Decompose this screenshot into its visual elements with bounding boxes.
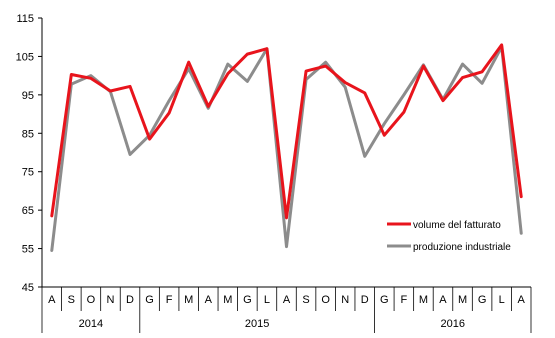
y-axis: 45 55 65 75 85 95 105 115 bbox=[16, 13, 43, 294]
y-tick-label: 105 bbox=[16, 51, 34, 63]
legend-label: produzione industriale bbox=[413, 242, 511, 253]
x-tick-label: S bbox=[302, 294, 309, 306]
x-tick-label: O bbox=[87, 294, 96, 306]
y-tick-label: 85 bbox=[22, 128, 34, 140]
x-year-label: 2016 bbox=[441, 318, 465, 330]
x-year-label: 2015 bbox=[245, 318, 269, 330]
x-tick-label: L bbox=[499, 294, 505, 306]
x-tick-label: G bbox=[380, 294, 389, 306]
x-tick-label: L bbox=[264, 294, 270, 306]
x-tick-label: N bbox=[341, 294, 349, 306]
x-tick-label: A bbox=[518, 294, 526, 306]
x-tick-label: A bbox=[205, 294, 213, 306]
y-tick-label: 65 bbox=[22, 205, 34, 217]
x-year-label: 2014 bbox=[79, 318, 103, 330]
x-tick-label: G bbox=[145, 294, 154, 306]
x-tick-label: A bbox=[283, 294, 291, 306]
x-tick-label: G bbox=[478, 294, 487, 306]
y-tick-label: 95 bbox=[22, 90, 34, 102]
x-tick-label: M bbox=[419, 294, 428, 306]
x-tick-label: S bbox=[68, 294, 75, 306]
x-tick-label: D bbox=[126, 294, 134, 306]
legend: volume del fatturato produzione industria… bbox=[387, 220, 511, 253]
x-tick-label: F bbox=[166, 294, 173, 306]
y-tick-label: 115 bbox=[16, 13, 34, 25]
x-tick-label: F bbox=[400, 294, 407, 306]
x-tick-label: N bbox=[106, 294, 114, 306]
x-tick-label: M bbox=[223, 294, 232, 306]
series-layer bbox=[50, 43, 523, 252]
x-tick-label: A bbox=[439, 294, 447, 306]
x-tick-label: G bbox=[243, 294, 252, 306]
x-tick-label: M bbox=[184, 294, 193, 306]
legend-label: volume del fatturato bbox=[413, 220, 501, 231]
y-tick-label: 75 bbox=[22, 167, 34, 179]
x-tick-label: O bbox=[321, 294, 330, 306]
y-tick-label: 55 bbox=[22, 244, 34, 256]
series-line bbox=[50, 43, 523, 220]
x-tick-label: A bbox=[48, 294, 56, 306]
y-tick-label: 45 bbox=[22, 282, 34, 294]
x-tick-label: D bbox=[361, 294, 369, 306]
x-tick-label: M bbox=[458, 294, 467, 306]
